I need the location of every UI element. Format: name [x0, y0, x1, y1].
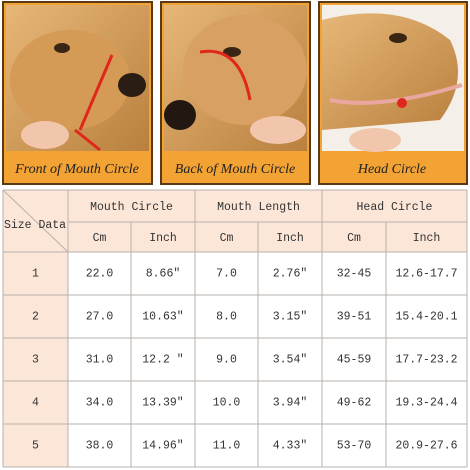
table-cell: 3.54″: [273, 354, 308, 367]
table-cell: 2.76″: [273, 268, 308, 281]
table-cell: 15.4-20.1: [395, 311, 457, 324]
table-cell: 34.0: [86, 397, 114, 410]
group-header: Head Circle: [357, 201, 433, 214]
group-header: Mouth Length: [217, 201, 300, 214]
table-cell: 12.2 ″: [142, 354, 183, 367]
unit-header: Cm: [347, 232, 361, 245]
table-cell: 39-51: [337, 311, 372, 324]
table-cell: 32-45: [337, 268, 372, 281]
panel-caption: Head Circle: [357, 162, 426, 177]
table-cell: 31.0: [86, 354, 114, 367]
table-border: [2, 189, 69, 253]
unit-header: Cm: [220, 232, 234, 245]
unit-header: Cm: [93, 232, 107, 245]
table-cell: 14.96″: [142, 440, 183, 453]
table-cell: 2: [32, 311, 39, 324]
table-cell: 3: [32, 354, 39, 367]
table-cell: 19.3-24.4: [395, 397, 457, 410]
unit-header: Inch: [149, 232, 177, 245]
unit-header: Inch: [276, 232, 304, 245]
table-cell: 8.0: [216, 311, 237, 324]
table-cell: 3.94″: [273, 397, 308, 410]
table-cell: 5: [32, 440, 39, 453]
table-cell: 3.15″: [273, 311, 308, 324]
table-cell: 27.0: [86, 311, 114, 324]
table-cell: 20.9-27.6: [395, 440, 457, 453]
table-cell: 22.0: [86, 268, 114, 281]
table-cell: 53-70: [337, 440, 372, 453]
photo-panel: [318, 1, 468, 185]
table-cell: 10.63″: [142, 311, 183, 324]
photo-panel: [2, 1, 153, 185]
photo-panel: [160, 1, 311, 185]
panel-caption: Back of Mouth Circle: [175, 162, 295, 177]
table-cell: 49-62: [337, 397, 372, 410]
table-cell: 11.0: [213, 440, 241, 453]
table-cell: 4.33″: [273, 440, 308, 453]
table-cell: 38.0: [86, 440, 114, 453]
group-header: Mouth Circle: [90, 201, 173, 214]
table-body-bg: [68, 252, 467, 467]
table-cell: 10.0: [213, 397, 241, 410]
table-header-bg: [3, 190, 467, 252]
table-cell: 17.7-23.2: [395, 354, 457, 367]
table-cell: 9.0: [216, 354, 237, 367]
unit-header: Inch: [413, 232, 441, 245]
table-cell: 45-59: [337, 354, 372, 367]
panel-caption: Front of Mouth Circle: [14, 162, 139, 177]
table-cell: 7.0: [216, 268, 237, 281]
table-cell: 8.66″: [146, 268, 181, 281]
table-cell: 13.39″: [142, 397, 183, 410]
table-cell: 12.6-17.7: [395, 268, 457, 281]
table-cell: 4: [32, 397, 39, 410]
table-body-bg: [3, 252, 68, 467]
corner-label: Size Data: [4, 219, 66, 232]
table-cell: 1: [32, 268, 39, 281]
